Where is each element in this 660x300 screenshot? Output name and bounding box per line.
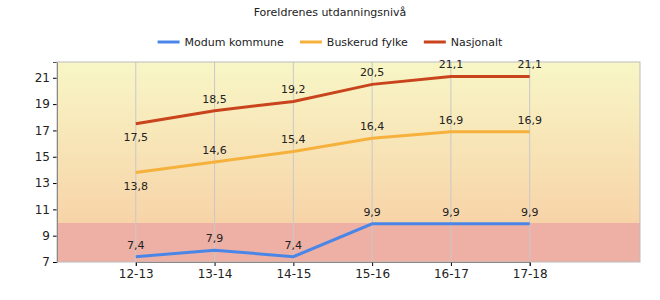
x-tick: 15-16 bbox=[355, 262, 390, 281]
data-label: 9,9 bbox=[363, 206, 381, 219]
y-tick-label: 17 bbox=[35, 124, 50, 138]
x-tick-label: 17-18 bbox=[513, 267, 548, 281]
data-label: 17,5 bbox=[124, 131, 149, 144]
x-axis-line bbox=[136, 263, 530, 267]
plot: 7911131517192112-1313-1414-1515-1616-171… bbox=[35, 58, 640, 280]
y-axis: 7 9 11 13 15 17 19 21 bbox=[35, 63, 58, 270]
data-label: 21,1 bbox=[517, 58, 542, 71]
y-tick-mark bbox=[53, 236, 57, 237]
y-tick: 9 bbox=[42, 229, 57, 243]
data-label: 14,6 bbox=[202, 144, 227, 157]
x-tick-label: 13-14 bbox=[198, 267, 233, 281]
y-tick-mark bbox=[53, 157, 57, 158]
grid bbox=[136, 62, 530, 262]
data-label: 19,2 bbox=[281, 83, 306, 96]
series-lines bbox=[136, 76, 530, 256]
data-label: 13,8 bbox=[124, 180, 149, 193]
legend-swatch bbox=[424, 41, 446, 44]
data-label: 20,5 bbox=[360, 66, 385, 79]
y-tick-label: 19 bbox=[35, 97, 50, 111]
x-tick-mark bbox=[215, 262, 216, 266]
y-tick: 19 bbox=[35, 97, 57, 111]
y-tick-label: 13 bbox=[35, 176, 50, 190]
x-tick-mark bbox=[530, 262, 531, 266]
y-tick-mark bbox=[53, 262, 57, 263]
legend-label: Modum kommune bbox=[185, 36, 284, 49]
chart: Foreldrenes utdanningsnivå 7 9 11 13 15 17 19 21… bbox=[0, 0, 660, 300]
grid-line bbox=[135, 62, 136, 262]
x-tick-mark bbox=[372, 262, 373, 266]
x-tick-label: 14-15 bbox=[276, 267, 311, 281]
y-tick-mark bbox=[53, 183, 57, 184]
data-label: 7,9 bbox=[206, 232, 224, 245]
y-tick-label: 21 bbox=[35, 71, 50, 85]
data-label: 16,9 bbox=[439, 114, 464, 127]
data-label: 9,9 bbox=[521, 206, 539, 219]
legend-item: Nasjonalt bbox=[424, 36, 503, 49]
y-tick: 15 bbox=[35, 150, 57, 164]
x-tick: 16-17 bbox=[434, 262, 469, 281]
y-tick: 13 bbox=[35, 176, 57, 190]
y-tick-label: 11 bbox=[35, 203, 50, 217]
data-label: 21,1 bbox=[439, 58, 464, 71]
y-tick-label: 7 bbox=[42, 255, 50, 269]
grid-line bbox=[529, 62, 530, 262]
data-label: 16,9 bbox=[517, 114, 542, 127]
plot-frame bbox=[57, 62, 640, 262]
series-line bbox=[136, 224, 530, 257]
x-tick: 12-13 bbox=[119, 262, 154, 281]
data-label: 7,4 bbox=[285, 239, 303, 252]
x-tick-mark bbox=[451, 262, 452, 266]
x-tick: 14-15 bbox=[276, 262, 311, 281]
y-tick-mark bbox=[53, 130, 57, 131]
grid-line bbox=[372, 62, 373, 262]
data-label: 16,4 bbox=[360, 120, 385, 133]
data-label: 15,4 bbox=[281, 133, 306, 146]
legend-label: Buskerud fylke bbox=[327, 36, 408, 49]
legend-swatch bbox=[300, 41, 322, 44]
y-tick-label: 9 bbox=[42, 229, 50, 243]
y-tick: 17 bbox=[35, 124, 57, 138]
data-label: 18,5 bbox=[202, 93, 227, 106]
x-tick-label: 16-17 bbox=[434, 267, 469, 281]
y-tick-mark bbox=[53, 209, 57, 210]
legend-item: Modum kommune bbox=[158, 36, 284, 49]
x-tick-mark bbox=[136, 262, 137, 266]
y-tick-mark bbox=[53, 104, 57, 105]
x-tick-label: 15-16 bbox=[355, 267, 390, 281]
data-labels: 7,4 7,9 7,4 9,9 9,9 9,9 13,8 14,6 15,4 16,4 16,9 16… bbox=[124, 58, 542, 251]
legend: Modum kommune Buskerud fylke Nasjonalt bbox=[158, 36, 503, 49]
title: Foreldrenes utdanningsnivå bbox=[254, 6, 407, 19]
x-axis: 12-13 13-14 14-15 15-16 16-17 17-18 bbox=[119, 262, 548, 281]
x-tick: 13-14 bbox=[198, 262, 233, 281]
x-tick-label: 12-13 bbox=[119, 267, 154, 281]
x-tick: 17-18 bbox=[513, 262, 548, 281]
plot-background bbox=[57, 62, 640, 262]
y-tick: 21 bbox=[35, 71, 57, 85]
legend-label: Nasjonalt bbox=[451, 36, 503, 49]
data-label: 7,4 bbox=[127, 239, 145, 252]
series-line bbox=[136, 76, 530, 123]
grid-line bbox=[450, 62, 451, 262]
legend-swatch bbox=[158, 41, 180, 44]
series-line bbox=[136, 132, 530, 173]
data-label: 9,9 bbox=[442, 206, 460, 219]
y-tick: 11 bbox=[35, 203, 57, 217]
legend-item: Buskerud fylke bbox=[300, 36, 408, 49]
y-tick-mark bbox=[53, 78, 57, 79]
y-tick-label: 15 bbox=[35, 150, 50, 164]
x-tick-mark bbox=[293, 262, 294, 266]
y-tick: 7 bbox=[42, 255, 57, 269]
